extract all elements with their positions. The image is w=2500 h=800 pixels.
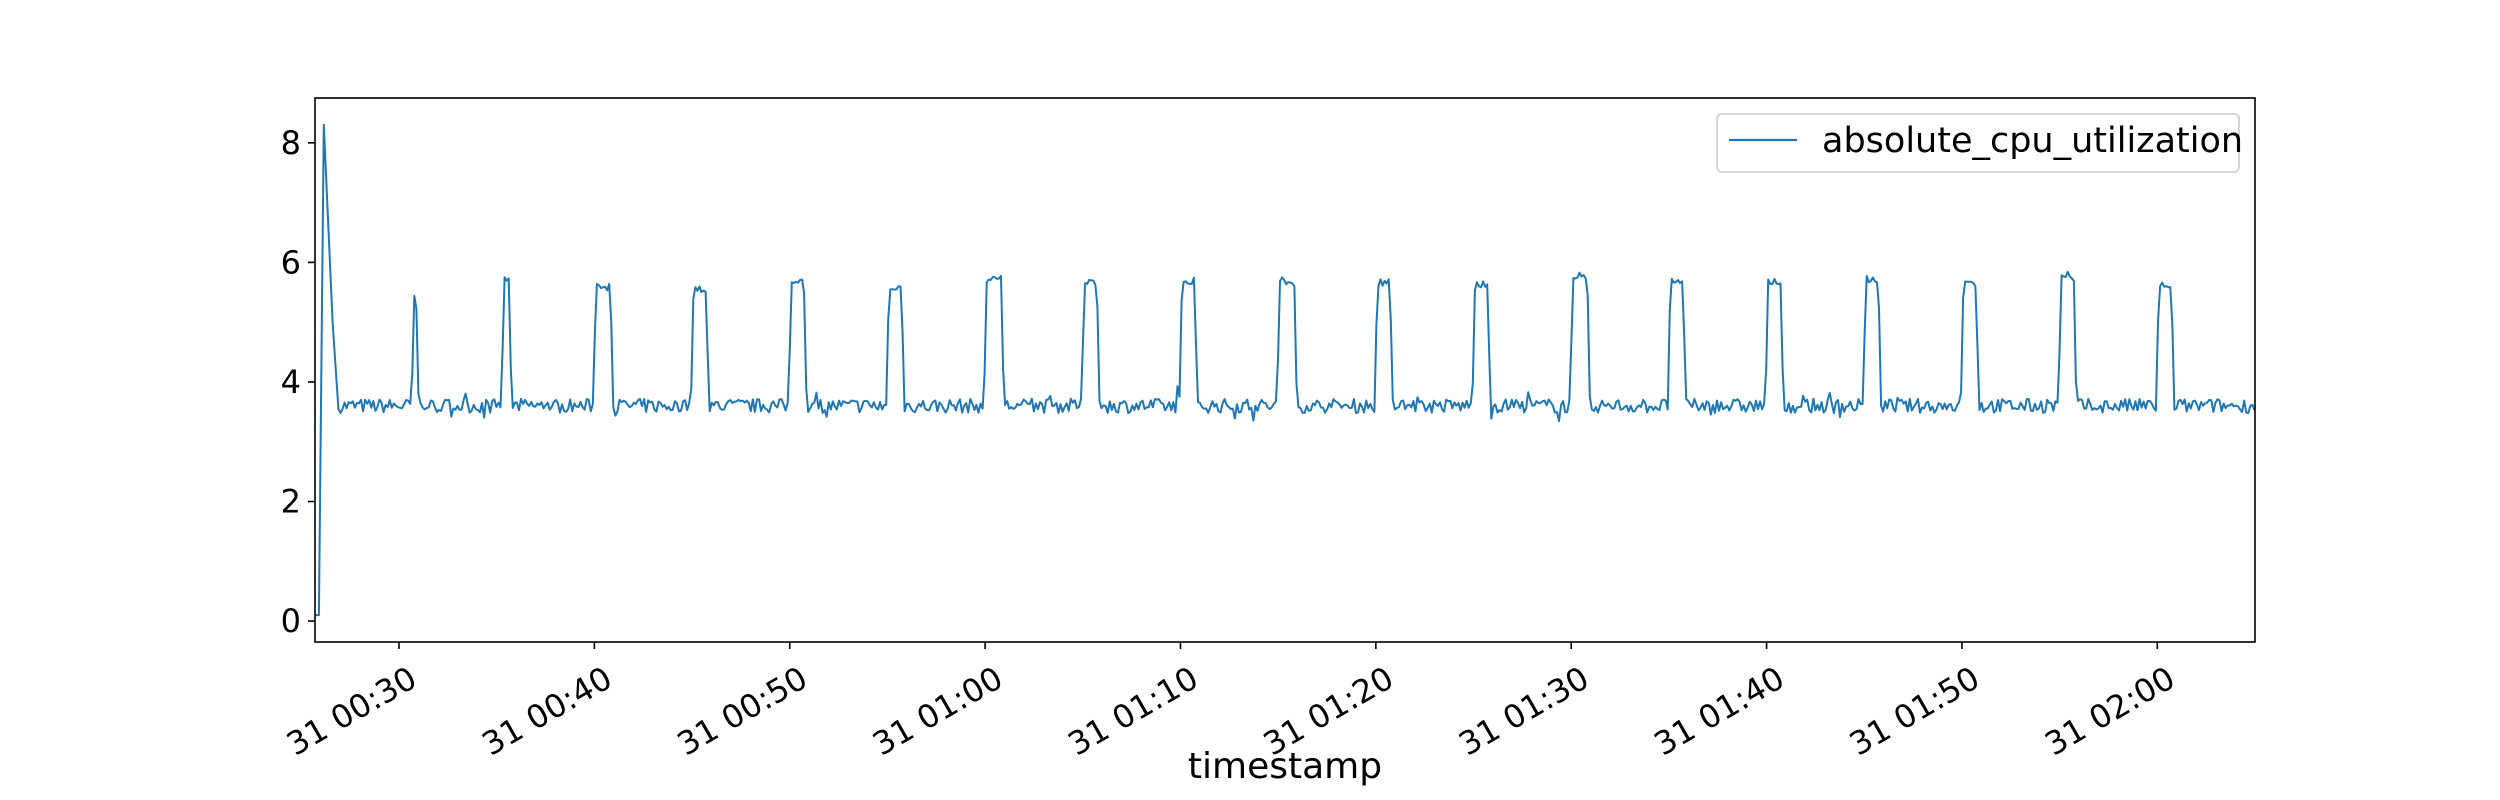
series-line-absolute-cpu-utilization xyxy=(315,123,2256,617)
y-tick-label: 0 xyxy=(281,602,301,640)
y-tick-label: 8 xyxy=(281,124,301,162)
series-layer xyxy=(315,123,2256,617)
y-tick-label: 6 xyxy=(281,243,301,281)
plot-area xyxy=(315,98,2255,642)
y-axis: 0 2 4 6 8 xyxy=(281,124,315,640)
legend: absolute_cpu_utilization xyxy=(1716,113,2243,173)
y-tick-label: 4 xyxy=(281,363,301,401)
plot-frame xyxy=(314,97,2256,643)
legend-label-absolute-cpu-utilization: absolute_cpu_utilization xyxy=(1822,121,2243,161)
legend-box xyxy=(1716,113,2240,173)
x-axis-label: timestamp xyxy=(1188,746,1382,787)
y-tick-label: 2 xyxy=(281,483,301,521)
